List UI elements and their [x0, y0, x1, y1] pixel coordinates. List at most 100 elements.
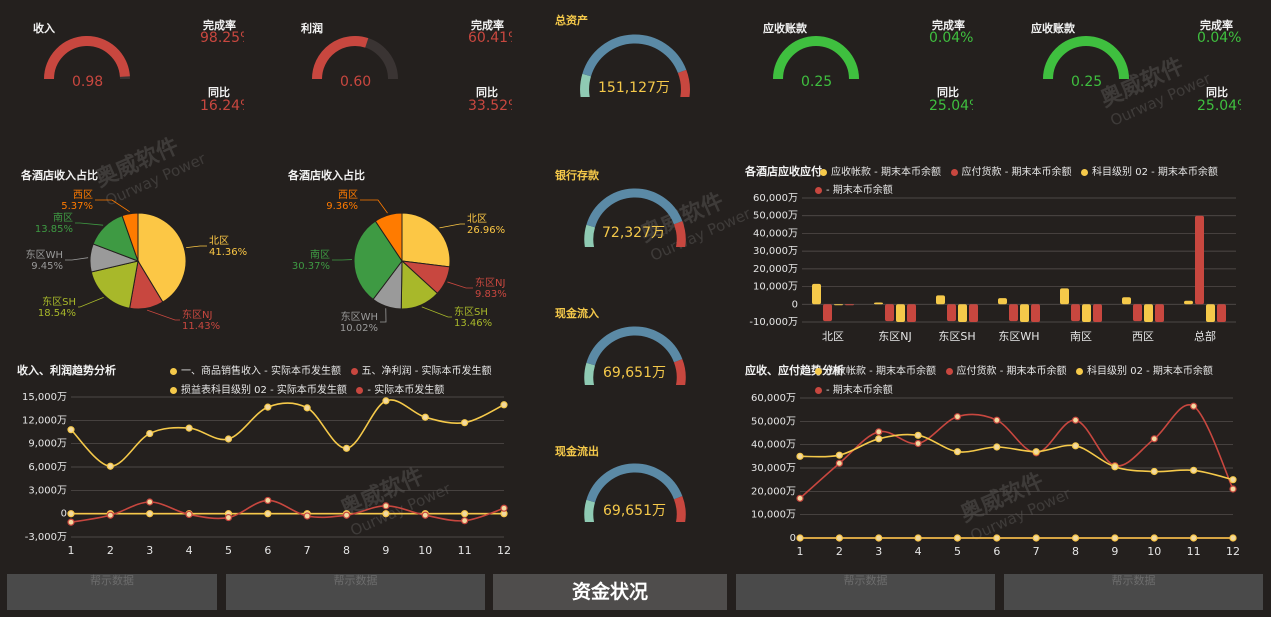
data-point — [835, 534, 843, 542]
arc-fill — [312, 36, 369, 80]
data-point — [264, 496, 272, 505]
x-tick-label: 11 — [1187, 545, 1201, 558]
line-chart-revenue-profit: -3,000万 0 3,000万 6,000万 9,000万 12,000万 15,000万… — [22, 392, 511, 557]
legend-item[interactable]: - 期末本币余额 — [815, 185, 893, 196]
yoy-label: 同比 — [1206, 86, 1228, 99]
pie-label-name: 南区 — [310, 248, 330, 261]
y-tick-label: 15,000万 — [22, 392, 67, 403]
gauge-bank-deposit: 银行存款 72,327万 — [550, 160, 730, 270]
tab-4[interactable]: 帮示数据 — [1004, 574, 1263, 610]
kpi-ar1: 应收账款 0.25 完成率 0.04% 同比 25.04% — [735, 0, 995, 130]
pie-label-name: 东区NJ — [182, 308, 212, 321]
y-tick-label: 12,000万 — [22, 415, 67, 426]
legend-item[interactable]: 应收帐款 - 期末本币余额 — [815, 366, 936, 377]
data-point — [342, 511, 351, 519]
data-point — [1071, 534, 1080, 542]
x-tick-label: 8 — [343, 544, 350, 557]
gauge-band-mid — [586, 463, 683, 503]
pie-leader — [75, 222, 104, 226]
bar — [834, 304, 843, 306]
gauge-band-low — [580, 73, 592, 97]
data-point — [67, 426, 75, 434]
legend-item[interactable]: 应付货款 - 期末本币余额 — [950, 167, 1071, 178]
bar-chart: -10,000万 0 10,000万 20,000万 30,000万 40,000万 50,… — [749, 193, 1236, 343]
x-tick-label: 2 — [107, 544, 114, 557]
data-point — [67, 510, 75, 518]
legend-item[interactable]: 五、净利润 - 实际本币发生额 — [350, 366, 491, 377]
data-point — [993, 416, 1001, 424]
data-point — [146, 510, 154, 518]
yoy-value: 25.04% — [1197, 98, 1241, 114]
data-point — [914, 534, 922, 542]
pie-slice — [401, 212, 451, 268]
legend-item[interactable]: 应付货款 - 期末本币余额 — [945, 366, 1066, 377]
legend-item[interactable]: 应收帐款 - 期末本币余额 — [820, 167, 941, 178]
tab-1[interactable]: 帮示数据 — [7, 574, 217, 610]
y-tick-label: 30,000万 — [753, 246, 798, 257]
legend-item[interactable]: 一、商品销售收入 - 实际本币发生额 — [170, 366, 341, 377]
legend-item[interactable]: - 实际本币发生额 — [356, 385, 444, 396]
data-point — [875, 534, 883, 542]
line2-legend: 应收帐款 - 期末本币余额 应付货款 - 期末本币余额 科目级别 02 - 期末… — [815, 362, 1213, 377]
x-tick-label: 4 — [186, 544, 193, 557]
legend-item[interactable]: 科目级别 02 - 期末本币余额 — [1076, 366, 1213, 377]
data-point — [796, 494, 804, 502]
data-point — [421, 511, 429, 519]
bar — [885, 304, 894, 322]
bar — [1031, 304, 1040, 322]
pie-label-pct: 41.36% — [209, 247, 247, 258]
gauge-arc — [584, 188, 686, 247]
kpi-title: 应收账款 — [1031, 22, 1075, 35]
y-tick-label: 20,000万 — [751, 486, 796, 497]
rate-label: 完成率 — [932, 19, 965, 32]
tab-2[interactable]: 帮示数据 — [226, 574, 485, 610]
gauge-band-high — [677, 69, 690, 97]
x-tick-label: 12 — [497, 544, 511, 557]
data-point — [875, 435, 883, 443]
data-point — [796, 534, 804, 542]
x-tick-label: 9 — [382, 544, 389, 557]
gauge-band-low — [584, 362, 596, 385]
y-tick-label: 40,000万 — [753, 228, 798, 239]
legend-item[interactable]: 科目级别 02 - 期末本币余额 — [1081, 167, 1218, 178]
x-tick-label: 南区 — [1070, 330, 1092, 343]
pie-label-name: 北区 — [209, 235, 229, 247]
arc-fill — [44, 36, 130, 80]
x-tick-label: 9 — [1111, 545, 1118, 558]
pie-leader — [186, 245, 207, 248]
tab-active[interactable]: 资金状况 — [493, 574, 727, 610]
pie-label-pct: 11.43% — [182, 321, 220, 332]
data-point — [382, 502, 390, 510]
legend-item[interactable]: - 期末本币余额 — [815, 385, 893, 396]
pie-label-name: 北区 — [467, 213, 487, 225]
data-point — [382, 510, 390, 518]
data-point — [1111, 534, 1119, 542]
bar — [969, 304, 978, 322]
gauge-band-mid — [586, 326, 683, 366]
tab-3[interactable]: 帮示数据 — [736, 574, 995, 610]
y-tick-label: 10,000万 — [753, 282, 798, 293]
pie-label-name: 东区SH — [454, 305, 488, 318]
pie-leader — [95, 199, 130, 213]
gauge-arc — [580, 34, 690, 97]
x-tick-label: 西区 — [1132, 330, 1154, 343]
kpi-ar2: 应收账款 0.25 完成率 0.04% 同比 25.04% — [1003, 0, 1263, 130]
data-point — [303, 512, 311, 520]
bar — [896, 304, 905, 322]
bar — [1082, 304, 1091, 322]
bar-legend: 应收帐款 - 期末本币余额 应付货款 - 期末本币余额 科目级别 02 - 期末… — [820, 163, 1218, 178]
x-tick-label: 总部 — [1194, 329, 1216, 343]
legend-item[interactable]: 损益表科目级别 02 - 实际本币发生额 — [170, 385, 347, 396]
pie-leader — [65, 257, 89, 261]
data-point — [1150, 435, 1158, 443]
y-tick-label: 0 — [61, 509, 67, 520]
kpi-arc — [773, 36, 859, 80]
gauge-title: 现金流入 — [555, 307, 599, 320]
gauge-band-high — [673, 359, 686, 385]
x-tick-label: 6 — [264, 544, 271, 557]
data-point — [185, 510, 193, 519]
data-point — [224, 435, 233, 443]
pie2-title: 各酒店收入占比 — [288, 169, 365, 182]
x-tick-label: 2 — [836, 545, 843, 558]
